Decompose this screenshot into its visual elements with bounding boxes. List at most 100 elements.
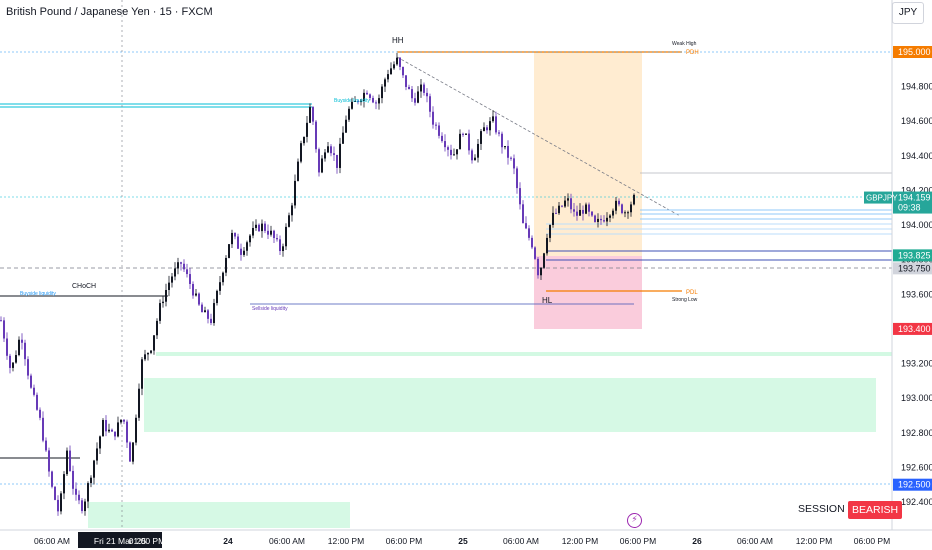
candle-body bbox=[477, 143, 479, 158]
candle-body bbox=[261, 223, 263, 232]
candle-body bbox=[288, 215, 290, 227]
candle-body bbox=[393, 64, 395, 69]
candle-body bbox=[456, 149, 458, 155]
y-tick-label: 193.200 bbox=[901, 359, 932, 369]
candle-body bbox=[300, 143, 302, 162]
candle-body bbox=[579, 209, 581, 216]
candle-body bbox=[339, 143, 341, 168]
annotation-pdl: PDL bbox=[686, 290, 698, 296]
candle-body bbox=[438, 125, 440, 136]
candle-body bbox=[528, 228, 530, 238]
y-tick-label: 193.600 bbox=[901, 289, 932, 299]
candle-body bbox=[105, 420, 107, 432]
candle-body bbox=[555, 212, 557, 214]
countdown-label: 09:38 bbox=[898, 203, 921, 213]
candle-body bbox=[96, 448, 98, 461]
candle-body bbox=[0, 320, 2, 322]
candle-body bbox=[186, 269, 188, 275]
candle-body bbox=[48, 450, 50, 472]
crosshair-date-bg bbox=[78, 532, 162, 548]
candle-body bbox=[222, 272, 224, 283]
candle-body bbox=[117, 422, 119, 437]
candle-body bbox=[444, 141, 446, 148]
candle-body bbox=[519, 188, 521, 205]
candle-body bbox=[507, 145, 509, 158]
candle-body bbox=[483, 127, 485, 132]
x-tick-label: 06:00 AM bbox=[34, 536, 70, 546]
candle-body bbox=[498, 132, 500, 134]
candle-body bbox=[225, 257, 227, 273]
x-tick-label: 06:00 PM bbox=[620, 536, 656, 546]
candle-body bbox=[459, 133, 461, 150]
candle-body bbox=[249, 235, 251, 243]
price-label: 193.400 bbox=[898, 324, 931, 334]
candle-body bbox=[285, 226, 287, 247]
candle-body bbox=[3, 320, 5, 339]
candle-body bbox=[54, 486, 56, 500]
currency-button[interactable]: JPY bbox=[892, 2, 924, 24]
candle-body bbox=[201, 304, 203, 313]
candle-body bbox=[585, 204, 587, 214]
candle-body bbox=[174, 268, 176, 277]
candle-body bbox=[540, 267, 542, 276]
annotation-sellside: Sellside liquidity bbox=[252, 306, 288, 312]
candle-body bbox=[258, 224, 260, 232]
y-tick-label: 194.000 bbox=[901, 220, 932, 230]
candle-body bbox=[306, 122, 308, 137]
candle-body bbox=[426, 92, 428, 97]
candle-body bbox=[369, 94, 371, 98]
candle-body bbox=[177, 262, 179, 269]
demand-zone-middle bbox=[144, 378, 876, 432]
x-tick-label: 12:00 PM bbox=[328, 536, 364, 546]
y-axis[interactable]: 192.400 192.600 192.800 193.000 193.200 193.4… bbox=[864, 0, 932, 550]
trendline bbox=[396, 56, 681, 217]
candle-body bbox=[126, 421, 128, 443]
candle-body bbox=[534, 247, 536, 259]
candle-body bbox=[33, 387, 35, 395]
candle-body bbox=[408, 86, 410, 90]
candle-body bbox=[72, 470, 74, 489]
annotation-hh: HH bbox=[392, 36, 404, 45]
candle-body bbox=[234, 232, 236, 237]
candle-body bbox=[411, 89, 413, 99]
candle-body bbox=[36, 394, 38, 410]
lightning-icon[interactable]: ⚡ bbox=[627, 513, 642, 528]
candle-body bbox=[228, 244, 230, 258]
candle-body bbox=[324, 152, 326, 159]
price-label: 193.750 bbox=[898, 263, 931, 273]
price-label: 195.000 bbox=[898, 47, 931, 57]
candle-body bbox=[399, 57, 401, 67]
candle-body bbox=[252, 227, 254, 236]
candle-body bbox=[633, 194, 635, 205]
demand-zone-lower bbox=[88, 502, 350, 528]
candle-body bbox=[486, 127, 488, 131]
y-tick-label: 194.600 bbox=[901, 116, 932, 126]
candle-body bbox=[102, 420, 104, 437]
candle-body bbox=[21, 339, 23, 343]
candle-body bbox=[279, 239, 281, 252]
candle-body bbox=[570, 198, 572, 210]
x-tick-label: 12:00 PM bbox=[562, 536, 598, 546]
candle-body bbox=[531, 237, 533, 248]
candle-body bbox=[213, 303, 215, 324]
candle-body bbox=[120, 419, 122, 423]
candle-body bbox=[549, 224, 551, 238]
candle-body bbox=[204, 310, 206, 313]
candle-body bbox=[192, 283, 194, 296]
candle-body bbox=[543, 253, 545, 268]
candle-body bbox=[417, 91, 419, 103]
candle-body bbox=[207, 310, 209, 319]
x-tick-label: 01:00 PM bbox=[129, 536, 165, 546]
candle-body bbox=[147, 352, 149, 355]
x-tick-label: 24 bbox=[223, 536, 233, 546]
candle-body bbox=[60, 493, 62, 512]
price-label-bg bbox=[893, 191, 932, 214]
candle-body bbox=[246, 242, 248, 251]
demand-zone-upper bbox=[156, 352, 892, 356]
price-label-bg bbox=[893, 262, 932, 275]
y-tick-label: 192.400 bbox=[901, 497, 932, 507]
candle-body bbox=[564, 200, 566, 207]
candle-body bbox=[6, 338, 8, 356]
